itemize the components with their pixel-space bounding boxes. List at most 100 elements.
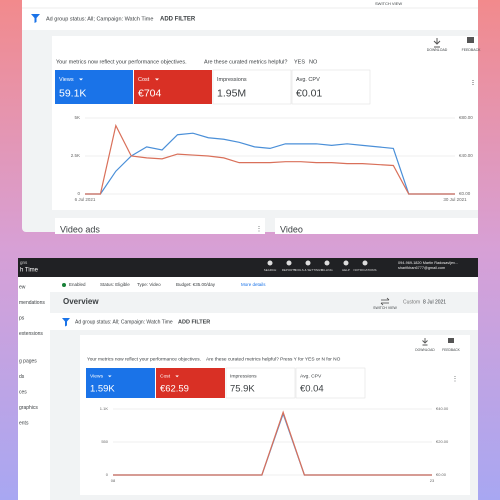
helpful-question: Are these curated metrics helpful? bbox=[204, 59, 287, 65]
sidebar-item[interactable]: ps bbox=[19, 315, 25, 321]
dropdown-arrow bbox=[155, 78, 159, 81]
y-tick-label: 0 bbox=[106, 472, 109, 477]
metric-card[interactable] bbox=[156, 368, 225, 398]
metric-card[interactable] bbox=[291, 69, 371, 105]
filter-text: Ad group status: All; Campaign: Watch Ti… bbox=[46, 16, 153, 22]
dropdown-arrow bbox=[79, 78, 83, 81]
nav-label: SEARCH bbox=[264, 268, 277, 272]
dropdown-arrow bbox=[175, 375, 179, 378]
metric-card[interactable] bbox=[55, 70, 133, 104]
metric-label: Views bbox=[59, 77, 74, 83]
breadcrumb: gns bbox=[20, 260, 28, 265]
metric-value: 1.95M bbox=[217, 88, 246, 100]
add-filter[interactable]: ADD FILTER bbox=[178, 319, 210, 325]
nav-icon[interactable] bbox=[286, 260, 292, 266]
metrics-note: Your metrics now reflect your performanc… bbox=[87, 356, 201, 362]
download-label: DOWNLOAD bbox=[415, 348, 435, 352]
account: 094-969-1820 Martin Radosavljev... bbox=[398, 261, 458, 265]
metric-label: Impressions bbox=[230, 374, 257, 380]
metric-label: Views bbox=[90, 374, 104, 380]
overview-title: Overview bbox=[63, 297, 99, 306]
status: Type: Video bbox=[137, 282, 161, 287]
y2-tick-label: €40.00 bbox=[436, 406, 449, 411]
switch-view[interactable]: SWITCH VIEW bbox=[375, 1, 402, 6]
metric-value: €62.59 bbox=[160, 384, 189, 395]
nav-icon[interactable] bbox=[305, 260, 311, 266]
nav-icon[interactable] bbox=[324, 260, 330, 266]
nav-icon[interactable] bbox=[267, 260, 273, 266]
x-tick-label: 6 Jul 2021 bbox=[75, 197, 96, 202]
x-tick-label: 08 bbox=[111, 478, 116, 483]
metric-label: Cost bbox=[160, 374, 171, 380]
svg-text:⋮: ⋮ bbox=[452, 377, 458, 383]
metric-card[interactable] bbox=[295, 367, 366, 399]
dropdown-arrow bbox=[108, 375, 112, 378]
email: sharifkhan6777@gmail.com bbox=[398, 266, 445, 270]
status: Status: Eligible bbox=[100, 282, 130, 287]
y-tick-label: 1.1K bbox=[100, 406, 109, 411]
yes[interactable]: YES bbox=[294, 59, 305, 65]
status: Budget: €35.00/day bbox=[176, 282, 216, 287]
helpful-question: Are these curated metrics helpful? Press… bbox=[206, 356, 341, 362]
sidebar-item[interactable]: g pages bbox=[19, 358, 37, 364]
filter-text: Ad group status: All; Campaign: Watch Ti… bbox=[75, 319, 173, 325]
date[interactable]: 8 Jul 2021 bbox=[423, 299, 446, 305]
sidebar-item[interactable]: ces bbox=[19, 389, 27, 395]
sidebar-item[interactable]: ew bbox=[19, 284, 26, 290]
feedback-label: FEEDBACK bbox=[462, 48, 482, 52]
nav-icon[interactable] bbox=[343, 260, 349, 266]
y2-tick-label: €80.00 bbox=[459, 115, 473, 120]
y2-tick-label: €0.00 bbox=[459, 191, 471, 196]
breadcrumb: h Time bbox=[20, 268, 39, 274]
filter-icon[interactable] bbox=[62, 318, 70, 327]
nav-label: NOTIFICATIONS bbox=[354, 268, 377, 272]
filter-bar bbox=[50, 313, 478, 330]
feedback-icon[interactable] bbox=[467, 37, 474, 43]
sidebar-item[interactable]: mendations bbox=[19, 300, 45, 306]
y-tick-label: 0 bbox=[77, 191, 80, 196]
series-line bbox=[85, 132, 455, 195]
video-ads-card bbox=[55, 218, 265, 234]
metric-label: Cost bbox=[138, 77, 150, 83]
metric-card[interactable] bbox=[212, 69, 292, 105]
card-title: Video ads bbox=[60, 224, 100, 234]
metrics-note: Your metrics now reflect your performanc… bbox=[56, 59, 187, 65]
more-details[interactable]: More details bbox=[241, 282, 266, 287]
metric-card[interactable] bbox=[225, 367, 296, 399]
metric-value: €0.01 bbox=[296, 88, 322, 100]
metric-label: Avg. CPV bbox=[300, 374, 322, 380]
y-tick-label: 2.5K bbox=[71, 153, 80, 158]
status-bar bbox=[50, 277, 478, 292]
add-filter[interactable]: ADD FILTER bbox=[160, 17, 196, 23]
filter-icon[interactable] bbox=[31, 14, 40, 23]
sidebar-item[interactable]: ents bbox=[19, 420, 29, 426]
y2-tick-label: €20.00 bbox=[436, 439, 449, 444]
no[interactable]: NO bbox=[309, 59, 318, 65]
y2-tick-label: €40.00 bbox=[459, 153, 473, 158]
menu-dots: ⋮ bbox=[256, 227, 262, 233]
sidebar-item[interactable]: ds bbox=[19, 374, 25, 380]
metric-value: €0.04 bbox=[300, 384, 324, 395]
download-icon[interactable] bbox=[433, 38, 441, 48]
metrics-card bbox=[80, 335, 470, 495]
metric-value: 1.59K bbox=[90, 384, 115, 395]
sidebar-item[interactable]: extensions bbox=[19, 331, 43, 337]
metric-card[interactable] bbox=[134, 70, 212, 104]
date-label: Custom bbox=[403, 299, 420, 305]
nav-icon[interactable] bbox=[362, 260, 368, 266]
sidebar bbox=[18, 277, 50, 500]
series-line bbox=[85, 123, 455, 195]
sidebar-item[interactable]: graphics bbox=[19, 405, 38, 411]
metric-label: Avg. CPV bbox=[296, 77, 320, 83]
metrics-card bbox=[52, 36, 478, 210]
switch-view[interactable]: SWITCH VIEW bbox=[373, 306, 397, 310]
y-tick-label: 5K bbox=[74, 115, 80, 120]
metric-card[interactable] bbox=[86, 368, 155, 398]
y-tick-label: 550 bbox=[101, 439, 108, 444]
series-line bbox=[113, 410, 432, 476]
nav-label: REPORTS bbox=[282, 268, 296, 272]
metric-value: €704 bbox=[138, 88, 162, 100]
metric-value: 75.9K bbox=[230, 384, 255, 395]
feedback-label: FEEDBACK bbox=[442, 348, 461, 352]
